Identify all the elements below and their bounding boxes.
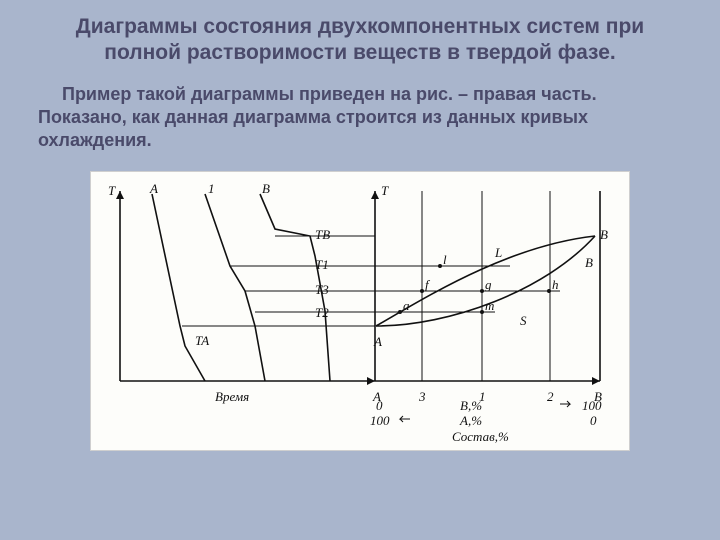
diagram-label: T1 [315,257,329,273]
diagram-label: A [374,334,382,350]
diagram-svg [90,171,630,451]
diagram-label: 3 [419,389,426,405]
diagram-label: B,% [460,398,482,414]
diagram-label: T [381,183,388,199]
diagram-label: B [585,255,593,271]
diagram-label: A,% [460,413,482,429]
diagram-label: m [485,298,494,314]
diagram-label: a [403,298,410,314]
diagram-label: Время [215,389,249,405]
diagram-label: TA [195,333,209,349]
slide-body: Пример такой диаграммы приведен на рис. … [38,83,682,153]
diagram-label: 2 [547,389,554,405]
diagram-label: A [150,181,158,197]
diagram-label: L [495,245,502,261]
figure-container: TВремяA1BTBT1T3T2TATAB312lfghamLBSAB0B,%… [34,171,686,451]
slide-title: Диаграммы состояния двухкомпонентных сис… [54,14,666,67]
phase-diagram-figure: TВремяA1BTBT1T3T2TATAB312lfghamLBSAB0B,%… [90,171,630,451]
diagram-label: f [425,277,429,293]
diagram-label: T3 [315,282,329,298]
diagram-label: 0 [376,398,383,414]
diagram-label: g [485,277,492,293]
diagram-label: B [262,181,270,197]
diagram-label: B [600,227,608,243]
diagram-label: 100 [582,398,602,414]
diagram-label: S [520,313,527,329]
diagram-label: T2 [315,305,329,321]
diagram-label: 0 [590,413,597,429]
diagram-label: 100 [370,413,390,429]
diagram-label: TB [315,227,330,243]
diagram-label: h [552,277,559,293]
diagram-label: Состав,% [452,429,509,445]
diagram-label: l [443,252,447,268]
diagram-label: 1 [208,181,215,197]
diagram-label: T [108,183,115,199]
